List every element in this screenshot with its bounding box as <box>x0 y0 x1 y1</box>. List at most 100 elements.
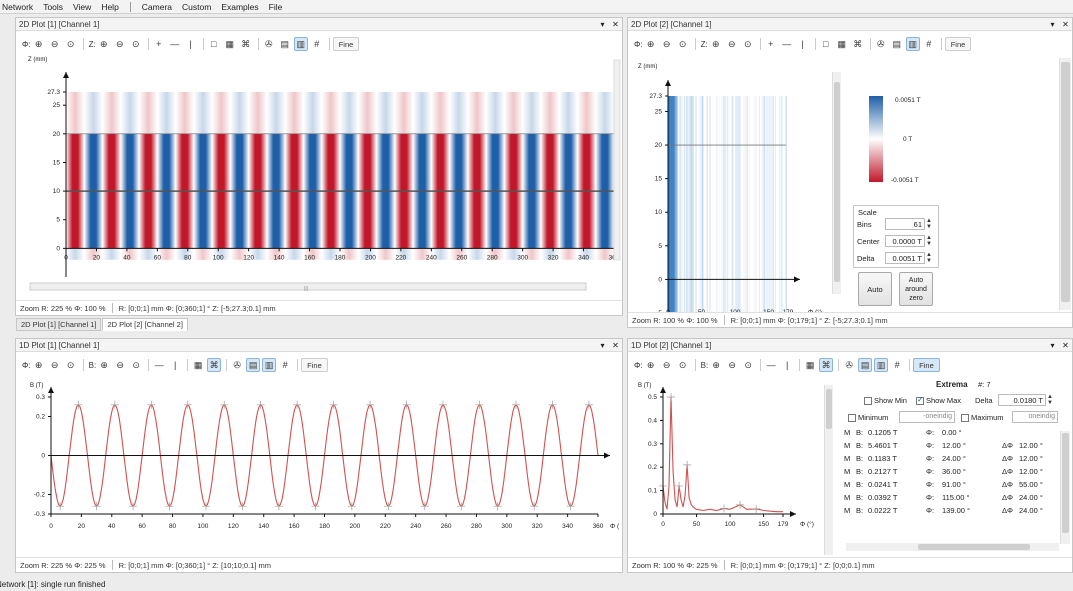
dropdown-icon[interactable]: ▾ <box>1050 19 1055 29</box>
link-icon[interactable]: ⌘ <box>241 38 251 49</box>
split-view-icon[interactable]: ▥ <box>905 37 920 51</box>
plot-scrollbar[interactable] <box>824 385 833 555</box>
vertical-cursor-icon[interactable]: | <box>786 360 789 370</box>
auto-button[interactable]: Auto <box>858 272 892 306</box>
zoom-out-icon[interactable]: ⊖ <box>727 38 736 49</box>
close-icon[interactable]: ✕ <box>612 340 619 350</box>
zoom-in-icon[interactable]: ⊕ <box>34 359 43 370</box>
split-view-icon[interactable]: ▥ <box>262 358 277 372</box>
zoom-fit-icon[interactable]: ⊙ <box>678 359 687 370</box>
fine-toggle[interactable]: Fine <box>944 37 972 51</box>
zoom-out-icon[interactable]: ⊖ <box>50 359 59 370</box>
add-cursor-icon[interactable]: + <box>156 39 162 49</box>
plot-scrollbar[interactable] <box>832 72 841 294</box>
zoom-in-icon[interactable]: ⊕ <box>34 38 43 49</box>
region-icon[interactable]: □ <box>823 39 829 49</box>
dropdown-icon[interactable]: ▾ <box>600 340 605 350</box>
close-icon[interactable]: ✕ <box>612 19 619 29</box>
link-icon[interactable]: ⌘ <box>207 358 222 372</box>
table-view-icon[interactable]: ▤ <box>246 358 261 372</box>
menu-network[interactable]: Network <box>2 1 34 12</box>
zoom-in-icon[interactable]: ⊕ <box>99 38 108 49</box>
zoom-in-icon[interactable]: ⊕ <box>646 359 655 370</box>
link-icon[interactable]: ⌘ <box>819 358 834 372</box>
image-export-icon[interactable]: ▦ <box>193 359 203 370</box>
show-max-checkbox[interactable] <box>916 395 924 405</box>
image-export-icon[interactable]: ▦ <box>837 38 846 49</box>
settings-icon[interactable]: ✇ <box>233 359 241 370</box>
extrema-delta-input[interactable]: 0.0180 T <box>998 394 1046 406</box>
grid-icon[interactable]: # <box>282 360 288 370</box>
zoom-fit-icon[interactable]: ⊙ <box>744 359 752 370</box>
maximum-checkbox[interactable] <box>961 413 969 422</box>
menu-tools[interactable]: Tools <box>43 1 64 12</box>
grid-icon[interactable]: # <box>894 360 900 370</box>
zoom-fit-icon[interactable]: ⊙ <box>678 38 687 49</box>
zoom-fit-icon[interactable]: ⊙ <box>131 38 140 49</box>
menu-camera[interactable]: Camera <box>141 1 173 12</box>
grid-icon[interactable]: # <box>926 39 932 49</box>
extrema-row[interactable]: M B: 0.0241 T Φ: 91.00 ° ΔΦ 55.00 ° <box>844 480 1044 493</box>
menu-examples[interactable]: Examples <box>221 1 259 12</box>
settings-icon[interactable]: ✇ <box>845 359 853 370</box>
spin-updown-icon[interactable]: ▲ ▼ <box>926 218 932 230</box>
menu-file[interactable]: File <box>268 1 283 12</box>
settings-icon[interactable]: ✇ <box>876 38 885 49</box>
grid-icon[interactable]: # <box>314 39 320 49</box>
close-icon[interactable]: ✕ <box>1062 19 1069 29</box>
auto-around-zero-button[interactable]: Auto around zero <box>899 272 933 306</box>
table-view-icon[interactable]: ▤ <box>280 38 289 49</box>
dropdown-icon[interactable]: ▾ <box>1050 340 1055 350</box>
minimum-input[interactable]: -oneindig <box>899 411 955 423</box>
horizontal-cursor-icon[interactable]: — <box>170 39 180 49</box>
zoom-out-icon[interactable]: ⊖ <box>662 38 671 49</box>
panel-scrollbar[interactable] <box>1059 58 1071 310</box>
image-export-icon[interactable]: ▦ <box>225 38 234 49</box>
zoom-out-icon[interactable]: ⊖ <box>728 359 736 370</box>
menu-help[interactable]: Help <box>101 1 119 12</box>
zoom-fit-icon[interactable]: ⊙ <box>66 38 75 49</box>
region-icon[interactable]: □ <box>211 39 217 49</box>
extrema-row[interactable]: M B: 0.2127 T Φ: 36.00 ° ΔΦ 12.00 ° <box>844 467 1044 480</box>
spin-updown-icon[interactable]: ▲ ▼ <box>1047 394 1053 406</box>
heatmap-plot[interactable]: 0 20 40 60 80 100 120 140 160 180 200 220 240 260 280 3… <box>16 54 623 299</box>
table-view-icon[interactable]: ▤ <box>892 38 901 49</box>
settings-icon[interactable]: ✇ <box>264 38 273 49</box>
spin-updown-icon[interactable]: ▲ ▼ <box>926 235 932 247</box>
split-view-icon[interactable]: ▥ <box>293 37 308 51</box>
extrema-hscrollbar[interactable] <box>846 543 1059 551</box>
split-view-icon[interactable]: ▥ <box>874 358 889 372</box>
extrema-row[interactable]: M B: 0.1183 T Φ: 24.00 ° ΔΦ 12.00 ° <box>844 454 1044 467</box>
center-input[interactable]: 0.0000 T <box>885 235 925 247</box>
close-icon[interactable]: ✕ <box>1062 340 1069 350</box>
link-icon[interactable]: ⌘ <box>853 38 863 49</box>
vertical-cursor-icon[interactable]: | <box>801 39 804 49</box>
spin-updown-icon[interactable]: ▲ ▼ <box>926 252 932 264</box>
zoom-out-icon[interactable]: ⊖ <box>115 38 124 49</box>
fine-toggle[interactable]: Fine <box>913 358 940 372</box>
vertical-cursor-icon[interactable]: | <box>189 39 192 49</box>
show-min-checkbox[interactable] <box>864 396 872 405</box>
horizontal-cursor-icon[interactable]: — <box>766 360 776 370</box>
zoom-in-icon[interactable]: ⊕ <box>646 38 655 49</box>
horizontal-cursor-icon[interactable]: — <box>782 39 792 49</box>
extrema-scrollbar[interactable] <box>1060 431 1070 544</box>
show-max-option[interactable]: Show Max <box>916 395 961 405</box>
zoom-in-icon[interactable]: ⊕ <box>711 38 720 49</box>
minimum-option[interactable]: Minimum <box>848 413 888 422</box>
maximum-input[interactable]: oneindig <box>1012 411 1058 423</box>
zoom-fit-icon[interactable]: ⊙ <box>743 38 752 49</box>
bins-input[interactable]: 61 <box>885 218 925 230</box>
minimum-checkbox[interactable] <box>848 413 856 422</box>
maximum-option[interactable]: Maximum <box>961 413 1004 422</box>
show-min-option[interactable]: Show Min <box>864 396 907 405</box>
extrema-row[interactable]: M B: 0.0392 T Φ: 115.00 ° ΔΦ 24.00 ° <box>844 493 1044 506</box>
table-view-icon[interactable]: ▤ <box>858 358 873 372</box>
zoom-fit-icon[interactable]: ⊙ <box>132 359 140 370</box>
image-export-icon[interactable]: ▦ <box>805 359 815 370</box>
delta-input[interactable]: 0.0051 T <box>885 252 925 264</box>
tab-2d-plot-1[interactable]: 2D Plot [1] [Channel 1] <box>16 318 102 331</box>
fine-toggle[interactable]: Fine <box>301 358 328 372</box>
extrema-row[interactable]: M B: 0.1205 T Φ: 0.00 ° <box>844 428 1044 441</box>
